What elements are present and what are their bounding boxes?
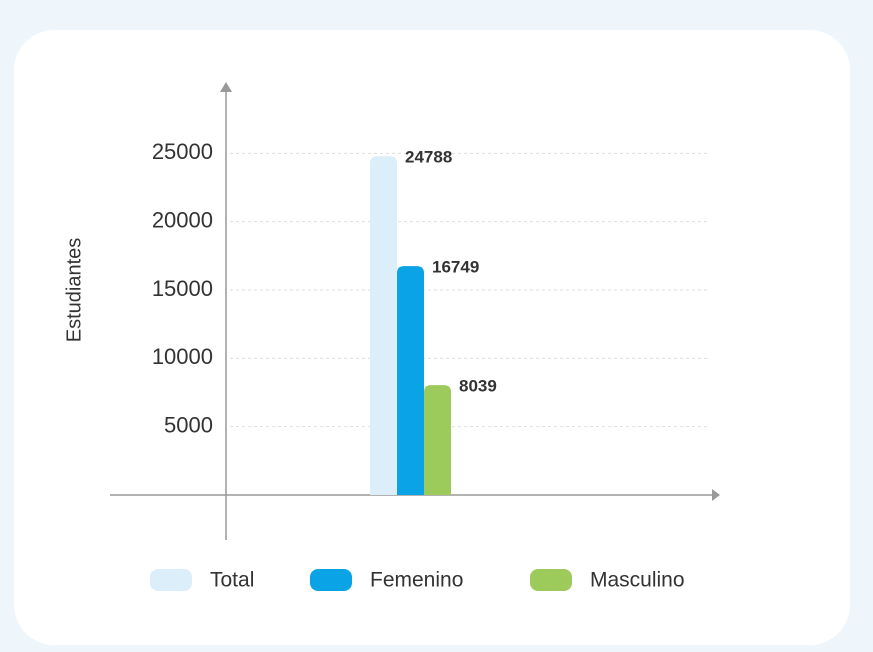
x-axis-arrow <box>712 489 720 501</box>
legend-swatch <box>530 569 572 591</box>
legend-swatch <box>150 569 192 591</box>
bar <box>424 385 451 495</box>
value-label: 24788 <box>405 148 452 167</box>
legend-label: Masculino <box>590 569 685 592</box>
y-tick-label: 20000 <box>152 207 213 232</box>
bar <box>370 156 397 496</box>
value-label: 8039 <box>459 377 497 396</box>
y-tick-label: 15000 <box>152 276 213 301</box>
legend-swatch <box>310 569 352 591</box>
y-tick-label: 10000 <box>152 344 213 369</box>
bar <box>397 266 424 495</box>
y-tick-label: 5000 <box>164 412 213 437</box>
y-axis-label: Estudiantes <box>63 238 85 343</box>
card <box>14 30 850 645</box>
y-tick-label: 25000 <box>152 139 213 164</box>
legend-label: Total <box>210 569 254 592</box>
value-label: 16749 <box>432 258 479 277</box>
y-axis-arrow <box>220 82 232 92</box>
legend-label: Femenino <box>370 569 463 592</box>
